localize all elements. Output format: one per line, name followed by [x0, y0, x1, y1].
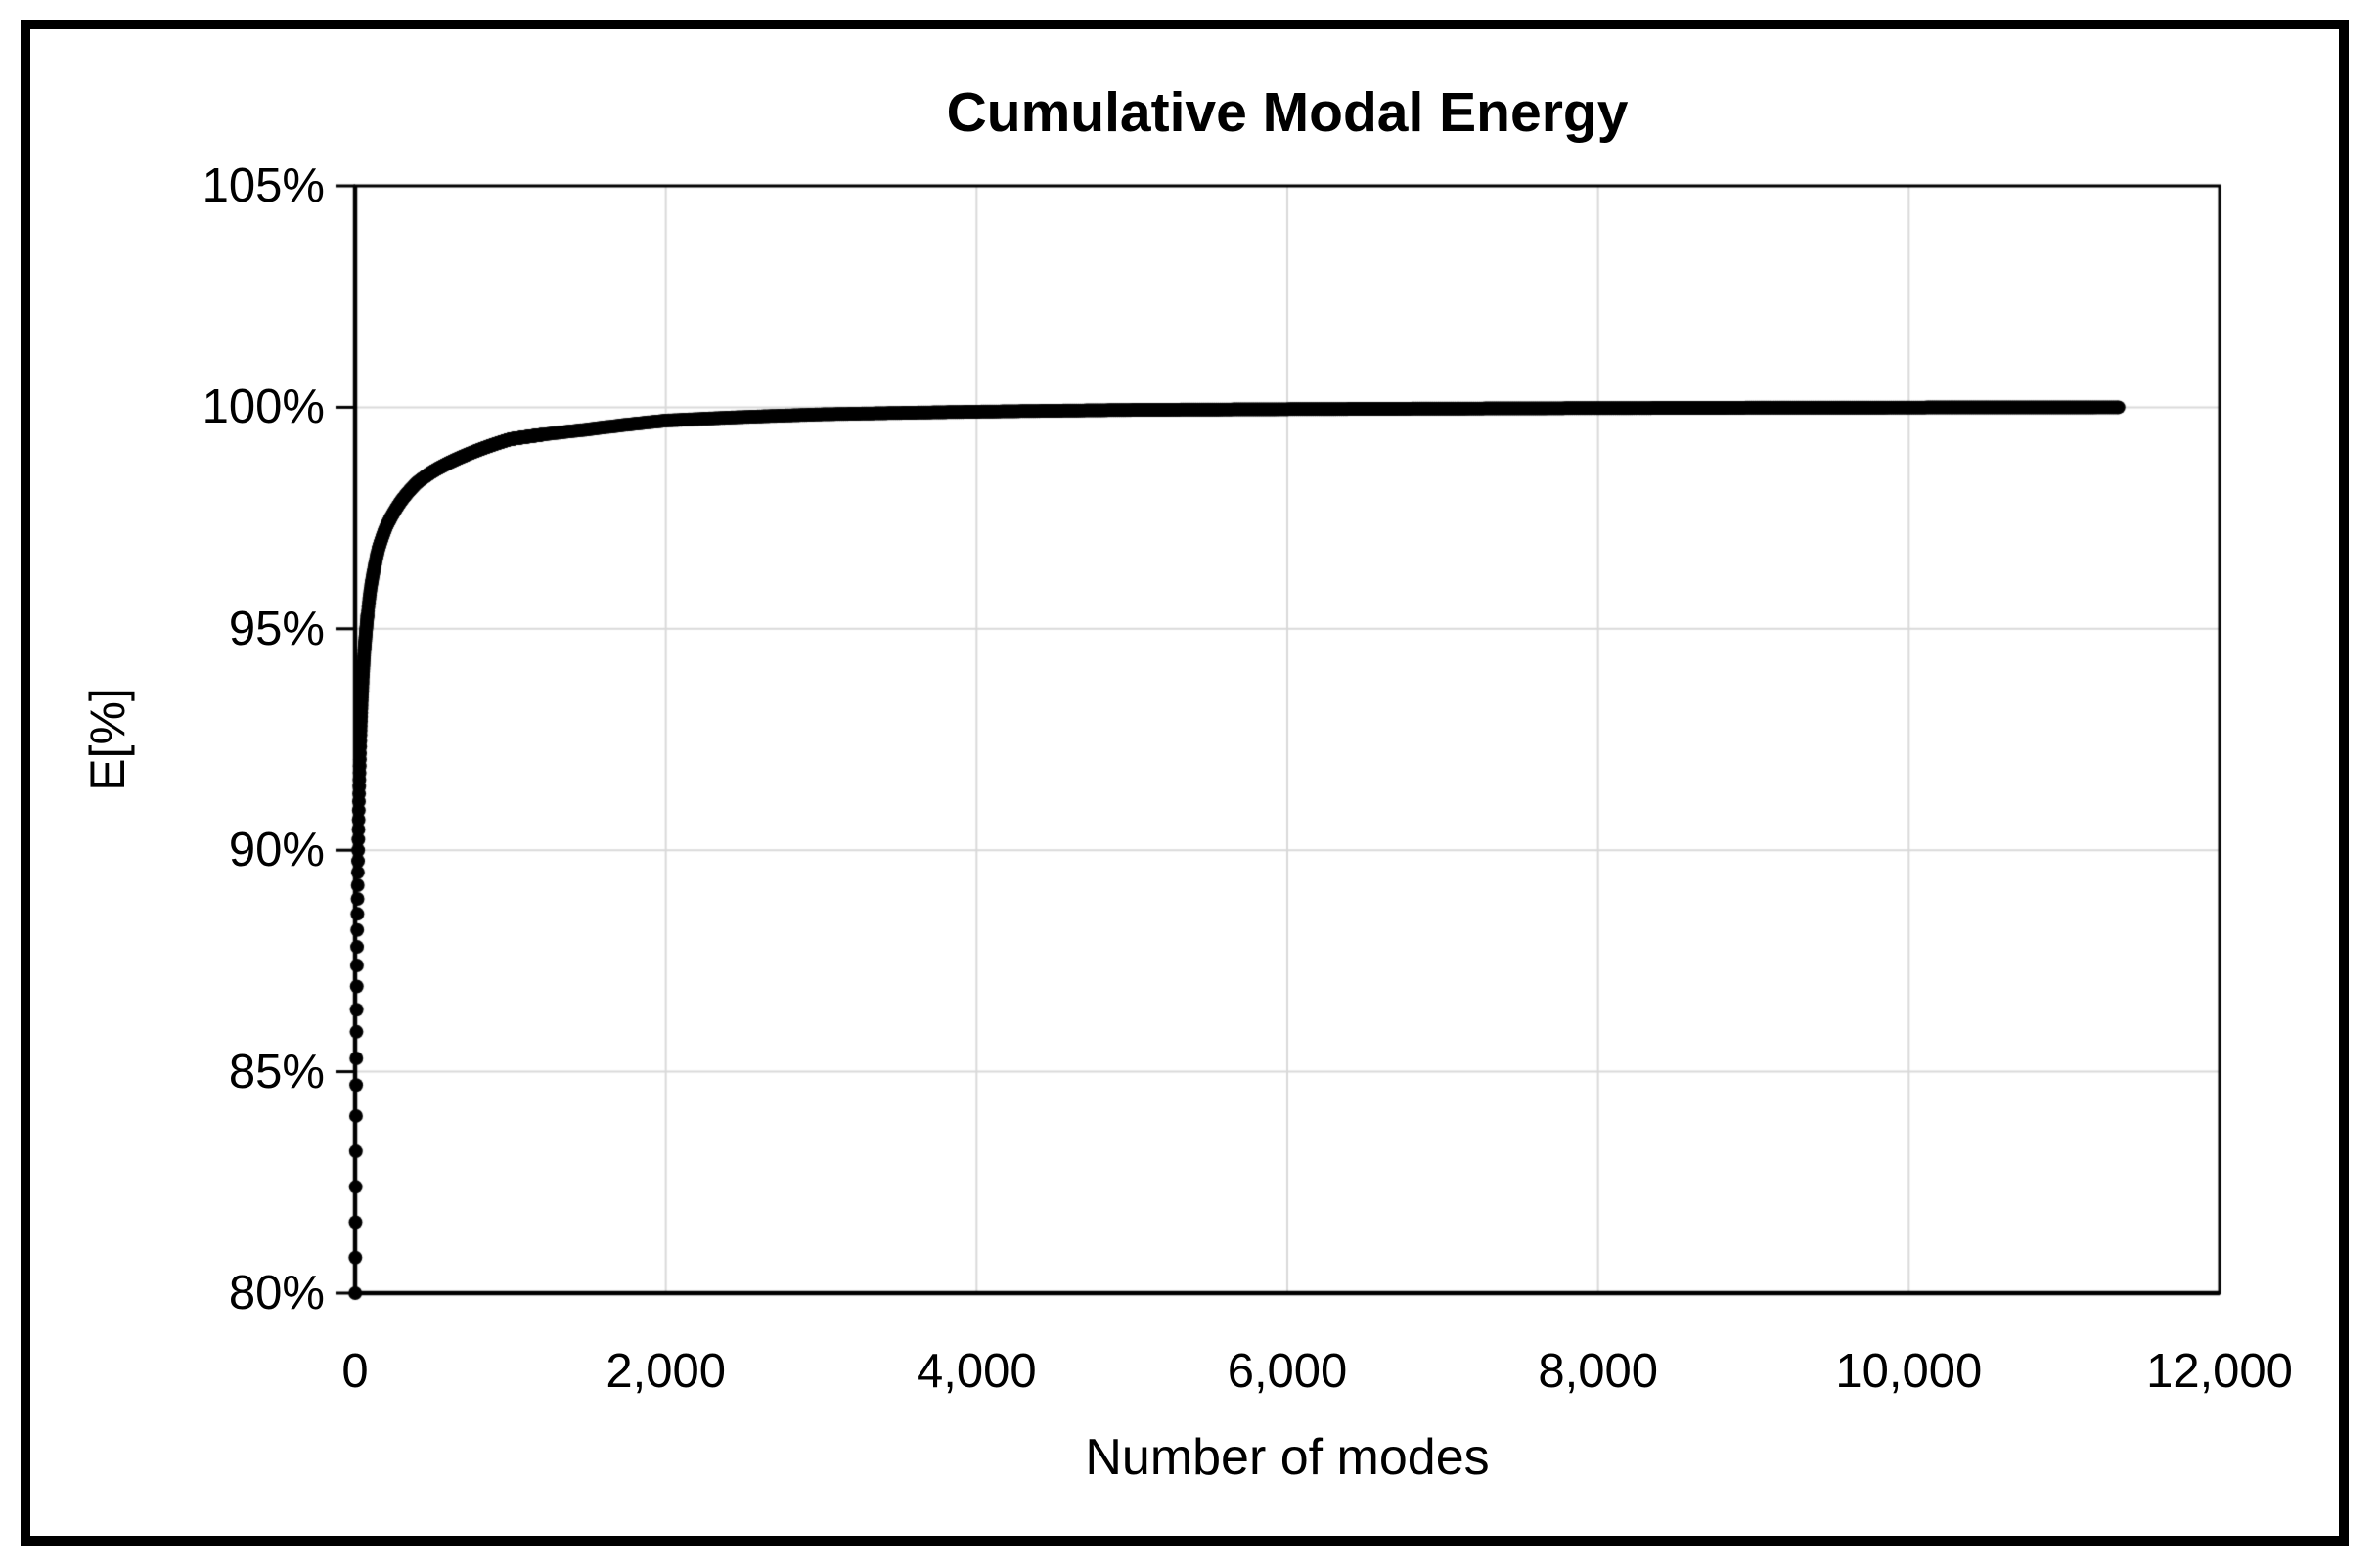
y-tick-label: 105% — [202, 159, 325, 212]
x-tick-label: 8,000 — [1538, 1345, 1658, 1398]
x-tick-label: 6,000 — [1227, 1345, 1348, 1398]
x-tick-label: 0 — [341, 1345, 369, 1398]
y-tick-label: 100% — [202, 381, 325, 434]
x-tick-label: 4,000 — [917, 1345, 1037, 1398]
x-tick-label: 10,000 — [1835, 1345, 1983, 1398]
y-tick-label: 85% — [228, 1045, 325, 1098]
y-tick-label: 90% — [228, 824, 325, 877]
chart-title: Cumulative Modal Energy — [946, 81, 1629, 144]
x-tick-label: 2,000 — [606, 1345, 726, 1398]
y-tick-label: 95% — [228, 602, 325, 655]
y-tick-label: 80% — [228, 1267, 325, 1320]
x-tick-label: 12,000 — [2146, 1345, 2293, 1398]
x-axis-title: Number of modes — [1085, 1429, 1490, 1486]
